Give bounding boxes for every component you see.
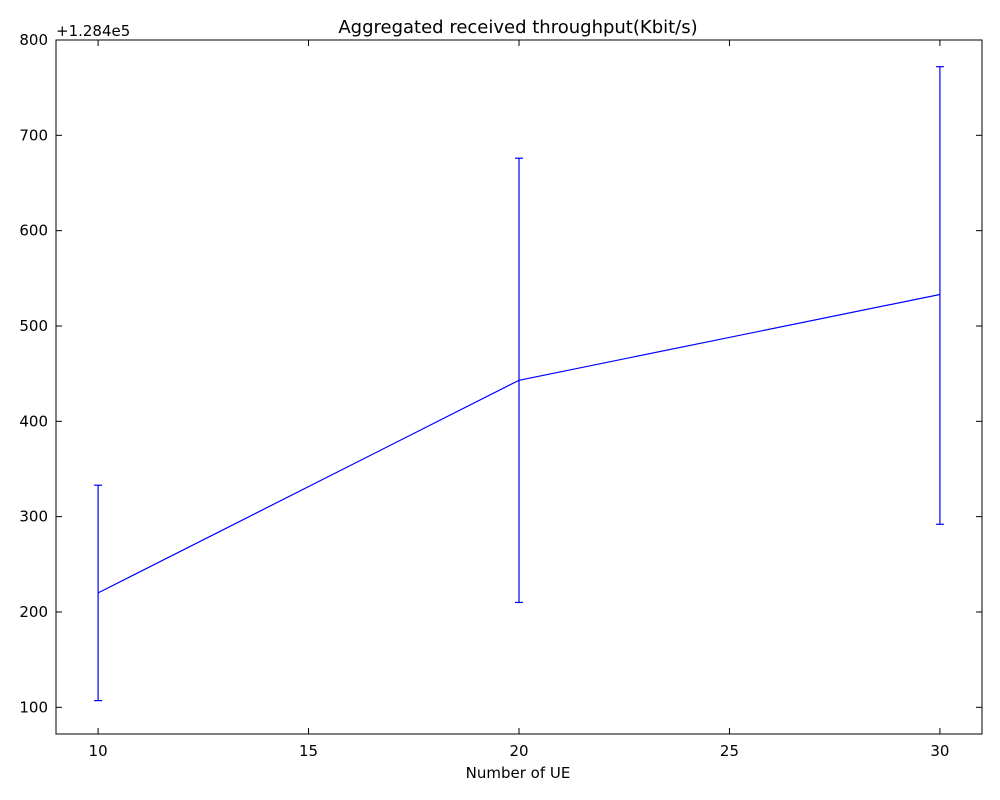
x-tick-label: 25 [720, 742, 739, 760]
y-tick-label: 500 [19, 317, 48, 335]
series-layer [94, 66, 944, 702]
x-tick-label: 15 [299, 742, 318, 760]
ticks-layer: 10 15 20 25 30 100 200 300 400 500 600 700 800 [19, 31, 982, 760]
x-axis-label: Number of UE [466, 764, 571, 782]
y-tick-label: 600 [19, 222, 48, 240]
plot-area-frame [55, 39, 983, 735]
y-tick-label: 100 [19, 698, 48, 716]
y-tick-label: 300 [19, 508, 48, 526]
x-tick-label: 10 [89, 742, 108, 760]
x-tick-label: 30 [930, 742, 949, 760]
x-tick-label: 20 [509, 742, 528, 760]
y-tick-label: 700 [19, 126, 48, 144]
y-tick-label: 200 [19, 603, 48, 621]
y-tick-label: 800 [19, 31, 48, 49]
y-tick-label: 400 [19, 412, 48, 430]
chart-title: Aggregated received throughput(Kbit/s) [338, 17, 697, 38]
y-axis-offset-label: +1.284e5 [56, 22, 130, 40]
